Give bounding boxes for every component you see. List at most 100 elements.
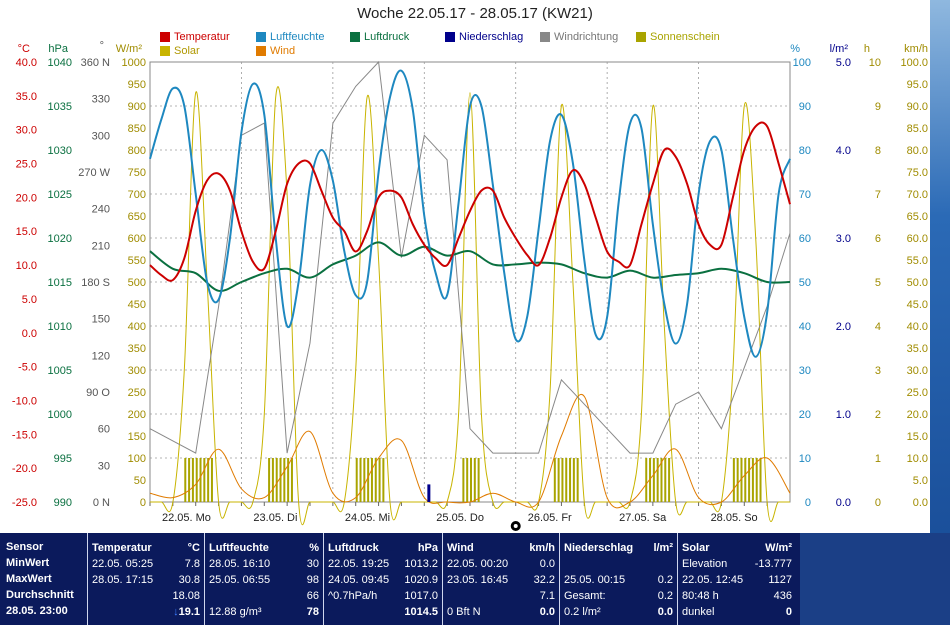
weather-chart: 40.035.030.025.020.015.010.05.00.0-5.0-1… [12, 40, 928, 531]
temp-min: 7.8 [184, 558, 200, 570]
sunshine-bar [736, 458, 739, 502]
sunshine-bar [367, 458, 370, 502]
x-day-label: 26.05. Fr [528, 512, 572, 524]
chart-title: Woche 22.05.17 - 28.05.17 (KW21) [357, 5, 593, 22]
legend-solar: Solar [160, 45, 200, 57]
sunshine-bar [576, 458, 579, 502]
axis-tick-wind: 0.0 [913, 497, 928, 509]
axis-tick-sunshine: 0 [875, 497, 881, 509]
press-current: 1014.5 [404, 606, 438, 618]
temp-unit: °C [187, 542, 200, 554]
axis-tick-winddirection: 150 [92, 314, 110, 326]
series-line-temperatur [149, 121, 791, 282]
temp-min-time: 22.05. 05:25 [92, 558, 154, 570]
axis-unit-sunshine: h [864, 43, 870, 55]
axis-tick-sunshine: 2 [875, 409, 881, 421]
axis-tick-temperature: 40.0 [16, 57, 37, 69]
axis-tick-temperature: 10.0 [16, 260, 37, 272]
axis-tick-rain: 2.0 [836, 321, 851, 333]
rain-total: 0.2 [657, 590, 673, 602]
axis-tick-solar: 50 [134, 475, 146, 487]
legend-swatch [540, 32, 550, 42]
hum-unit: % [309, 542, 319, 554]
axis-tick-humidity: 70 [799, 189, 811, 201]
sunshine-bar [195, 458, 198, 502]
axis-tick-winddirection: 120 [92, 350, 110, 362]
sunshine-bar [668, 458, 671, 502]
axis-tick-wind: 20.0 [907, 409, 928, 421]
axis-tick-temperature: -10.0 [12, 395, 37, 407]
press-max-time: 24.05. 09:45 [328, 574, 390, 586]
wind-header: Wind [447, 542, 474, 554]
axis-tick-solar: 950 [128, 79, 146, 91]
axis-tick-temperature: -15.0 [12, 429, 37, 441]
sunshine-bar [363, 458, 366, 502]
axis-tick-temperature: 0.0 [22, 328, 37, 340]
current-time-marker-dot [513, 524, 518, 528]
sunshine-bar [652, 458, 655, 502]
hum-current: 78 [306, 606, 319, 618]
axis-tick-temperature: 25.0 [16, 159, 37, 171]
wind-unit: km/h [529, 542, 555, 554]
sunshine-bar [473, 458, 476, 502]
axis-tick-solar: 600 [128, 233, 146, 245]
solar-unit: W/m² [765, 542, 792, 554]
axis-tick-humidity: 40 [799, 321, 811, 333]
solar-header: Solar [682, 542, 710, 554]
wind-max-time: 23.05. 16:45 [447, 574, 509, 586]
legend-sonnenschein: Sonnenschein [636, 31, 720, 43]
axis-tick-winddirection: 270 W [78, 167, 110, 179]
legend-wind: Wind [256, 45, 295, 57]
axis-tick-solar: 500 [128, 277, 146, 289]
press-avg: 1017.0 [404, 590, 438, 602]
rain-total-label: Gesamt: [564, 590, 606, 602]
axis-tick-sunshine: 9 [875, 101, 881, 113]
sunshine-bar [203, 458, 206, 502]
axis-tick-pressure: 1040 [48, 57, 72, 69]
axis-tick-temperature: 5.0 [22, 294, 37, 306]
axis-tick-sunshine: 1 [875, 453, 881, 465]
axis-tick-sunshine: 3 [875, 365, 881, 377]
press-trend: ^0.7hPa/h [328, 590, 378, 602]
sensor-min-label: MinWert [6, 557, 50, 569]
sunshine-bar [355, 458, 358, 502]
legend-swatch [160, 32, 170, 42]
axis-tick-pressure: 1000 [48, 409, 72, 421]
sunshine-bar [732, 458, 735, 502]
axis-tick-wind: 70.0 [907, 189, 928, 201]
axis-unit-wind: km/h [904, 43, 928, 55]
legend-label: Luftdruck [364, 31, 410, 43]
sunshine-bar [359, 458, 362, 502]
press-min: 1013.2 [404, 558, 438, 570]
legend-label: Luftfeuchte [270, 31, 325, 43]
sunshine-bar [572, 458, 575, 502]
axis-tick-rain: 5.0 [836, 57, 851, 69]
wind-min-time: 22.05. 00:20 [447, 558, 509, 570]
axis-tick-humidity: 10 [799, 453, 811, 465]
axis-tick-sunshine: 8 [875, 145, 881, 157]
sunshine-bar [207, 458, 210, 502]
axis-tick-wind: 80.0 [907, 145, 928, 157]
legend-label: Wind [270, 45, 296, 57]
axis-tick-wind: 45.0 [907, 299, 928, 311]
axis-tick-pressure: 990 [54, 497, 72, 509]
axis-tick-temperature: 30.0 [16, 125, 37, 137]
axis-tick-solar: 800 [128, 145, 146, 157]
axis-tick-temperature: -25.0 [12, 497, 37, 509]
series-line-luftfeuchte [149, 69, 791, 358]
axis-tick-humidity: 100 [793, 57, 811, 69]
solar-state: dunkel [682, 606, 715, 618]
axis-unit-winddirection: ° [100, 40, 104, 52]
sunshine-bar [470, 458, 472, 502]
sunshine-bar [660, 458, 663, 502]
axis-tick-humidity: 0 [805, 497, 811, 509]
axis-tick-rain: 0.0 [836, 497, 851, 509]
stats-rain-column: Niederschlag l/m² 25.05. 00:15 0.2 Gesamt:… [559, 533, 677, 625]
axis-tick-solar: 850 [128, 123, 146, 135]
axis-tick-temperature: 35.0 [16, 91, 37, 103]
solar-sun-val: 436 [773, 590, 792, 602]
sunshine-bar [199, 458, 202, 502]
sunshine-bar [268, 458, 271, 502]
sunshine-bar [271, 458, 274, 502]
axis-tick-winddirection: 0 N [93, 497, 110, 509]
